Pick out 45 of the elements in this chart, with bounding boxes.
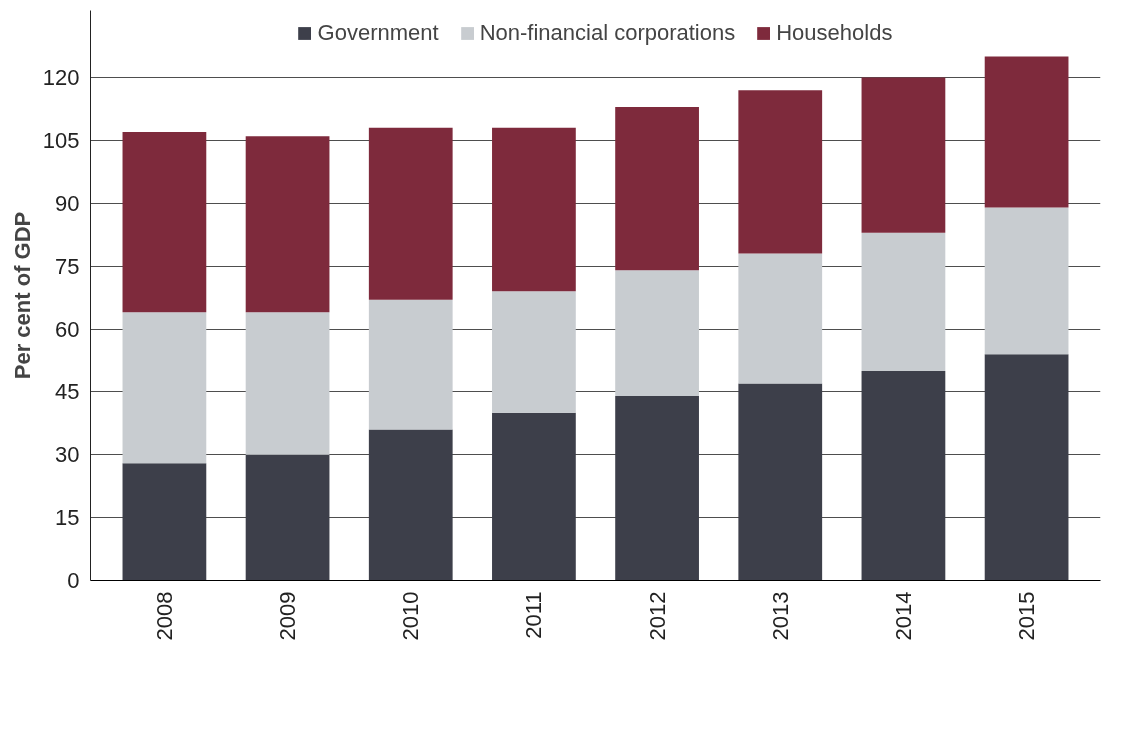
x-tick-label: 2010 bbox=[398, 591, 424, 641]
bar bbox=[492, 127, 576, 292]
bar bbox=[984, 354, 1069, 581]
bar bbox=[245, 454, 330, 581]
bar bbox=[122, 132, 207, 313]
bar bbox=[122, 463, 207, 581]
bar bbox=[861, 370, 946, 581]
bar bbox=[615, 106, 699, 271]
y-tick-label: 60 bbox=[55, 316, 80, 342]
x-tick-label: 2015 bbox=[1014, 591, 1040, 641]
y-tick-label: 75 bbox=[55, 253, 80, 279]
legend-label: Government bbox=[317, 20, 439, 46]
bar bbox=[861, 232, 946, 371]
bar bbox=[122, 312, 207, 464]
y-tick-label: 0 bbox=[67, 568, 80, 593]
y-tick-label: 30 bbox=[55, 442, 80, 468]
bar bbox=[245, 312, 330, 455]
bar bbox=[984, 207, 1069, 355]
bar bbox=[492, 291, 576, 413]
bar bbox=[368, 299, 453, 430]
bar bbox=[368, 127, 453, 300]
bar bbox=[492, 412, 576, 581]
y-axis-title: Per cent of GDP bbox=[9, 211, 35, 380]
bar bbox=[984, 56, 1069, 208]
x-tick-label: 2008 bbox=[151, 591, 177, 641]
bar bbox=[615, 270, 699, 397]
bar bbox=[861, 77, 946, 233]
bar bbox=[738, 253, 823, 384]
legend-label: Non-financial corporations bbox=[479, 20, 736, 46]
bar bbox=[738, 383, 823, 581]
x-tick-label: 2009 bbox=[275, 591, 301, 641]
x-tick-label: 2014 bbox=[890, 591, 916, 641]
y-tick-label: 45 bbox=[55, 379, 80, 405]
bar bbox=[738, 90, 823, 254]
bar bbox=[245, 136, 330, 313]
bar bbox=[368, 429, 453, 581]
x-tick-label: 2011 bbox=[521, 591, 547, 639]
legend-label: Households bbox=[776, 20, 893, 46]
y-tick-label: 90 bbox=[55, 190, 80, 216]
x-tick-label: 2013 bbox=[767, 591, 793, 641]
x-tick-label: 2012 bbox=[644, 591, 670, 641]
y-tick-label: 15 bbox=[55, 505, 80, 531]
y-tick-label: 120 bbox=[42, 65, 80, 91]
bar bbox=[615, 396, 699, 581]
y-tick-label: 105 bbox=[42, 127, 80, 153]
